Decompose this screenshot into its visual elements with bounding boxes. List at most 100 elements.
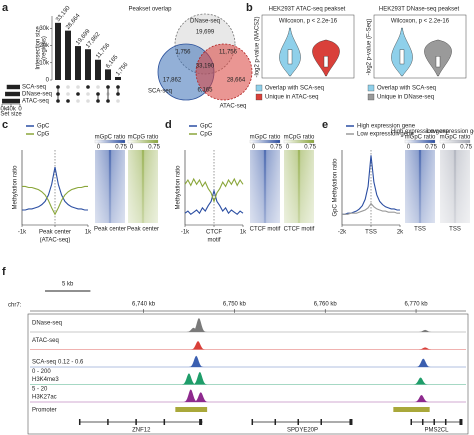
plot-frame (261, 14, 355, 79)
y-axis-label: (regions) (42, 36, 48, 60)
matrix-dot (106, 99, 110, 103)
heatmap-title: mGpC ratio (440, 135, 471, 141)
signal-peak (178, 373, 200, 385)
matrix-dot-empty (86, 99, 90, 103)
bar (105, 69, 111, 80)
exon (459, 419, 463, 425)
set-name: ATAC-seq (22, 99, 49, 105)
y-axis-label: Methylation ratio (176, 165, 182, 210)
exon (410, 419, 412, 425)
stat-label: Wilcoxon, p < 2.2e-16 (391, 19, 450, 25)
signal-peak (182, 327, 205, 332)
venn-circle (195, 43, 253, 101)
matrix-dot (56, 85, 60, 89)
legend-label: Unique in DNase-seq (377, 95, 434, 101)
panel-label: c (2, 119, 8, 131)
profile-line (22, 167, 88, 211)
signal-peak (414, 347, 437, 350)
promoter (175, 407, 208, 412)
x-tick-label: -1k (18, 230, 27, 236)
gene-name: PMS2CL (424, 428, 449, 434)
x-tick-label: -1k (181, 230, 190, 236)
bar-label: 1,756 (115, 61, 130, 77)
x-tick-label: 2k (397, 230, 404, 236)
matrix-dot-empty (86, 92, 90, 96)
bar-label: 33,190 (55, 5, 72, 23)
subplot-title: HEK293T DNase-seq peakset (379, 7, 460, 13)
heatmap-title: High expression gene (391, 129, 450, 135)
track-name: SCA-seq (32, 360, 56, 366)
track-name: Promoter (32, 408, 57, 414)
promoter (393, 407, 430, 412)
heatmap-shade (405, 150, 435, 223)
matrix-dot-empty (66, 92, 70, 96)
chrom-label: chr7: (8, 303, 22, 309)
matrix-dot (76, 92, 80, 96)
x-tick-label: 0 (18, 107, 22, 113)
x-tick-label: CTCF (206, 230, 222, 236)
y-tick-label: 0 (46, 78, 50, 84)
set-bar (2, 98, 21, 104)
track-name: ATAC-seq (32, 338, 59, 344)
legend-label: High expression gene (357, 124, 416, 130)
bar (95, 59, 101, 80)
profile-line (342, 202, 400, 215)
heatmap-label: CTCF motif (284, 227, 315, 233)
colorbar-tick-label: 0 (442, 145, 446, 151)
heatmap-label: CTCF motif (250, 227, 281, 233)
matrix-dot (106, 85, 110, 89)
gene-name: ZNF12 (132, 428, 151, 434)
track-range: 0 - 200 (32, 369, 51, 375)
exon (433, 419, 435, 425)
venn-count: 33,190 (196, 64, 215, 70)
signal-peak (185, 355, 208, 367)
boxplot (287, 49, 293, 65)
heatmap-title: Low expression gene (427, 129, 474, 135)
panel-label: e (322, 119, 328, 131)
venn-label: DNase-seq (190, 19, 220, 25)
signal-peak (412, 358, 435, 367)
colorbar-tick-label: 0.75 (425, 145, 437, 151)
x-tick-label: -2k (338, 230, 347, 236)
bar (115, 76, 121, 80)
legend-swatch (255, 84, 263, 92)
heatmap-title: mGpC ratio (95, 135, 126, 141)
profile-line (22, 185, 88, 216)
set-bar (5, 91, 21, 97)
plot-frame (373, 14, 467, 79)
y-tick-label: 20k (39, 43, 50, 49)
matrix-dot (56, 99, 60, 103)
matrix-dot-empty (116, 99, 120, 103)
venn-label: SCA-seq (148, 89, 172, 95)
colorbar (127, 139, 159, 144)
set-name: SCA-seq (22, 85, 46, 91)
x-tick-label: 40k (6, 107, 17, 113)
subplot-title: HEK293T ATAC-seq peakset (269, 7, 346, 13)
venn-count: 19,699 (196, 30, 215, 36)
colorbar (283, 139, 315, 144)
exon (297, 419, 300, 425)
legend-swatch (255, 93, 263, 101)
colorbar-tick-label: 0 (97, 145, 101, 151)
signal-peak (189, 392, 212, 402)
panel-title: Peakset overlap (128, 7, 172, 13)
heatmap-label: Peak center (94, 227, 126, 233)
set-bar (6, 84, 20, 90)
boxplot (435, 56, 441, 68)
matrix-dot (116, 92, 120, 96)
colorbar (249, 139, 281, 144)
matrix-dot (96, 99, 100, 103)
colorbar-tick-label: 0.75 (148, 145, 160, 151)
heatmap-title: mCpG ratio (128, 135, 159, 141)
matrix-dot (56, 92, 60, 96)
x-axis-label: (ATAC-seq) (40, 238, 71, 244)
y-axis-label: GpC Methylation ratio (333, 158, 339, 217)
matrix-dot (66, 99, 70, 103)
venn-count: 11,756 (219, 50, 238, 56)
y-axis-label: -log2 p-value (F-Seq) (367, 19, 373, 76)
matrix-dot-empty (76, 99, 80, 103)
exon (274, 419, 277, 425)
exon (199, 419, 203, 425)
y-tick-label: 10k (39, 60, 50, 66)
panel-label: b (246, 2, 253, 14)
